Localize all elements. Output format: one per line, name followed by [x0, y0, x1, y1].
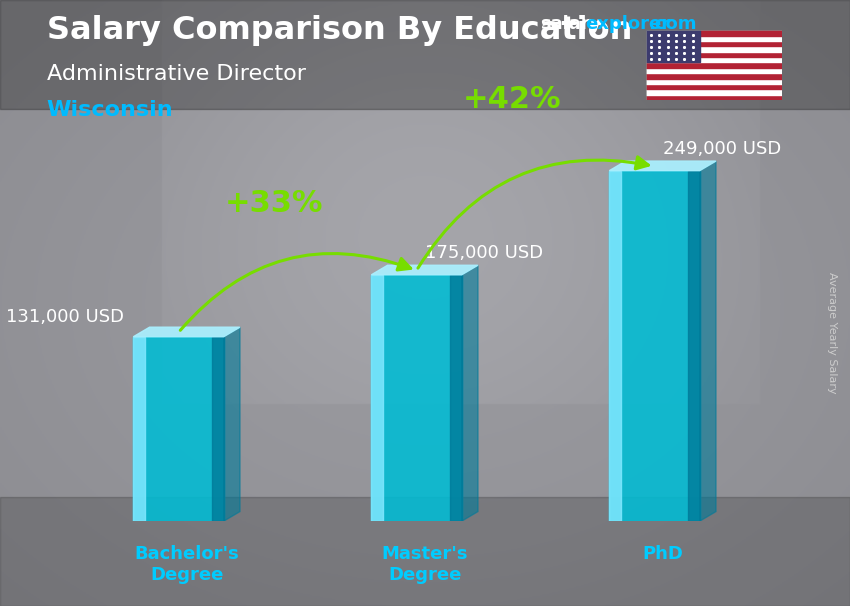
Polygon shape — [700, 161, 716, 521]
Text: Bachelor's
Degree: Bachelor's Degree — [134, 545, 239, 584]
Bar — [646, 30, 700, 62]
Bar — [646, 68, 782, 73]
Bar — [371, 275, 383, 521]
Bar — [646, 73, 782, 79]
Bar — [212, 337, 224, 521]
Text: salary: salary — [540, 15, 601, 33]
Text: 249,000 USD: 249,000 USD — [663, 139, 781, 158]
Bar — [646, 57, 782, 62]
Text: .com: .com — [648, 15, 696, 33]
Text: explorer: explorer — [585, 15, 670, 33]
Bar — [646, 95, 782, 100]
Bar — [688, 171, 700, 521]
Bar — [609, 171, 700, 521]
Bar — [609, 171, 621, 521]
Polygon shape — [609, 161, 716, 171]
Bar — [646, 84, 782, 89]
Bar — [133, 337, 145, 521]
Text: +42%: +42% — [462, 85, 561, 114]
Text: 131,000 USD: 131,000 USD — [6, 308, 124, 326]
Bar — [646, 79, 782, 84]
Bar — [450, 275, 462, 521]
Polygon shape — [371, 265, 478, 275]
Bar — [646, 36, 782, 41]
Text: Average Yearly Salary: Average Yearly Salary — [827, 273, 837, 394]
Polygon shape — [224, 327, 240, 521]
Text: Administrative Director: Administrative Director — [47, 64, 306, 84]
Bar — [371, 275, 462, 521]
Bar — [646, 62, 782, 68]
Text: PhD: PhD — [643, 545, 683, 563]
Bar — [646, 89, 782, 95]
Text: Salary Comparison By Education: Salary Comparison By Education — [47, 15, 632, 46]
Bar — [646, 47, 782, 52]
Text: Master's
Degree: Master's Degree — [382, 545, 468, 584]
Bar — [646, 41, 782, 47]
Polygon shape — [133, 327, 240, 337]
Bar — [646, 30, 782, 36]
Text: +33%: +33% — [224, 189, 323, 218]
Text: Wisconsin: Wisconsin — [47, 100, 173, 120]
Text: 175,000 USD: 175,000 USD — [425, 244, 543, 262]
Bar — [133, 337, 224, 521]
Bar — [646, 52, 782, 57]
Polygon shape — [462, 265, 478, 521]
